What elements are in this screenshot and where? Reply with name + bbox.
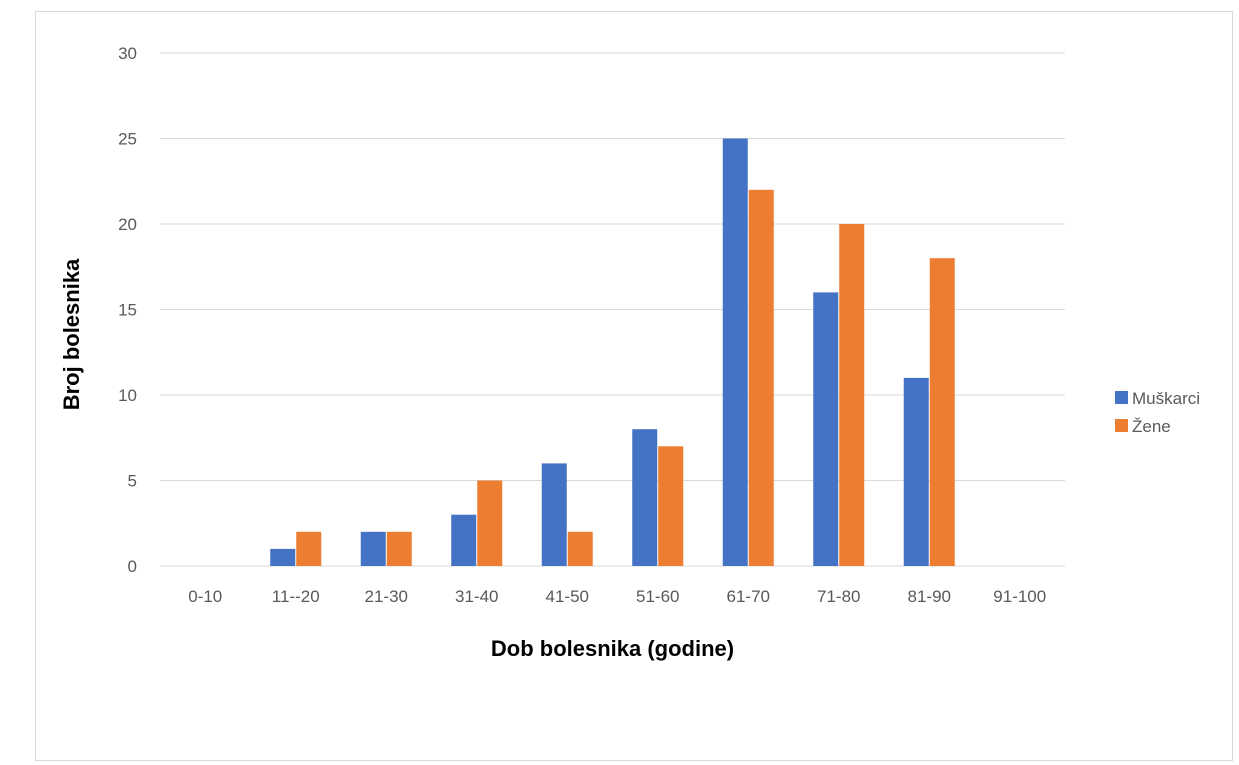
legend-label: Muškarci — [1132, 389, 1200, 408]
y-tick-label: 15 — [118, 301, 137, 320]
y-tick-label: 30 — [118, 44, 137, 63]
y-axis-title: Broj bolesnika — [59, 258, 84, 410]
x-tick-label: 61-70 — [727, 587, 770, 606]
chart-frame — [35, 11, 1233, 761]
bar-series-1-61-70 — [722, 138, 748, 566]
y-tick-label: 5 — [128, 472, 137, 491]
x-tick-label: 91-100 — [993, 587, 1046, 606]
bar-series-1-71-80 — [813, 292, 839, 566]
bar-series-1-81-90 — [903, 377, 929, 566]
y-tick-label: 20 — [118, 215, 137, 234]
bar-series-1-11--20 — [270, 548, 296, 566]
bar-series-2-81-90 — [929, 258, 955, 566]
x-tick-label: 0-10 — [188, 587, 222, 606]
gridlines — [160, 52, 1065, 567]
legend-swatch — [1115, 391, 1128, 404]
legend: Muškarci Žene — [1115, 389, 1200, 436]
x-tick-label: 41-50 — [546, 587, 589, 606]
bar-series-2-21-30 — [386, 531, 412, 566]
bar-series-2-41-50 — [567, 531, 593, 566]
x-tick-label: 21-30 — [365, 587, 408, 606]
bar-series-2-11--20 — [296, 531, 322, 566]
y-tick-label: 0 — [128, 557, 137, 576]
legend-swatch — [1115, 419, 1128, 432]
bars — [270, 138, 955, 567]
x-axis-title: Dob bolesnika (godine) — [491, 636, 734, 661]
x-tick-label: 81-90 — [908, 587, 951, 606]
x-tick-label: 31-40 — [455, 587, 498, 606]
y-axis-ticks: 0 5 10 15 20 25 30 — [118, 44, 137, 576]
bar-series-2-71-80 — [839, 224, 865, 566]
bar-series-2-51-60 — [658, 446, 684, 566]
legend-label: Žene — [1132, 417, 1171, 436]
bar-series-2-61-70 — [748, 189, 774, 567]
x-tick-label: 71-80 — [817, 587, 860, 606]
y-tick-label: 25 — [118, 130, 137, 149]
y-tick-label: 10 — [118, 386, 137, 405]
x-axis-ticks: 0-10 11--20 21-30 31-40 41-50 51-60 61-70 71-80… — [188, 587, 1046, 606]
bar-series-1-51-60 — [632, 429, 658, 566]
bar-series-1-21-30 — [360, 531, 386, 566]
bar-series-1-41-50 — [541, 463, 567, 566]
x-tick-label: 51-60 — [636, 587, 679, 606]
bar-series-1-31-40 — [451, 514, 477, 566]
x-tick-label: 11--20 — [272, 587, 320, 606]
bar-series-2-31-40 — [477, 480, 503, 566]
